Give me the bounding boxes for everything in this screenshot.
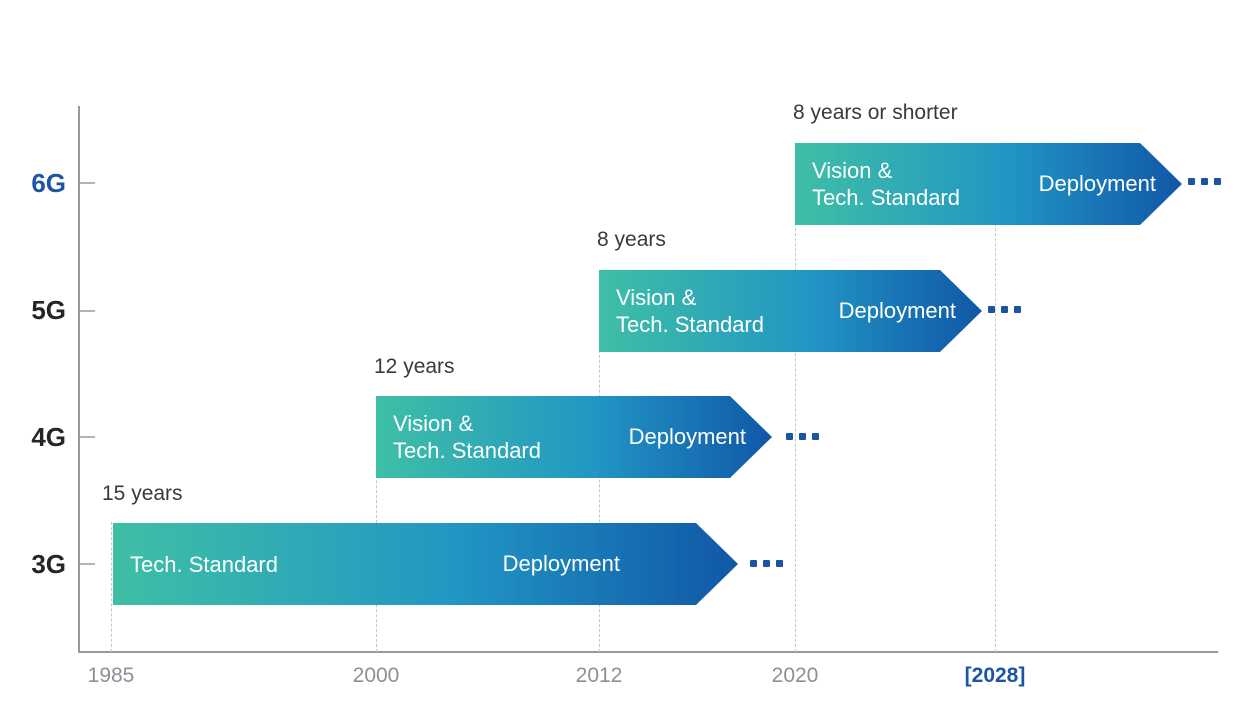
- row-label-5g: 5G: [31, 295, 66, 325]
- y-tick-6g: [80, 182, 95, 184]
- segment-label-deployment-4g: Deployment: [628, 424, 746, 449]
- dot-icon: [750, 560, 757, 567]
- segment-label-deployment-6g: Deployment: [1038, 171, 1156, 196]
- row-label-4g: 4G: [31, 422, 66, 452]
- segment-label-vision-6g: Vision & Tech. Standard: [812, 158, 960, 210]
- dot-icon: [812, 433, 819, 440]
- gridline-1985: [111, 522, 112, 652]
- x-tick-label-1985: 1985: [87, 664, 135, 687]
- segment-label-deployment-5g: Deployment: [838, 298, 956, 323]
- dot-icon: [776, 560, 783, 567]
- gridline-2028: [995, 143, 996, 652]
- segment-label-deployment-3g: Deployment: [502, 551, 620, 576]
- arrow-6g: Vision & Tech. Standard Deployment: [795, 143, 1182, 225]
- x-tick-label-2028: [2028]: [964, 664, 1026, 687]
- duration-label-3g: 15 years: [102, 482, 183, 505]
- dot-icon: [786, 433, 793, 440]
- x-tick-label-2000: 2000: [352, 664, 400, 687]
- continuation-dots-6g: [1188, 178, 1221, 185]
- x-tick-label-2012: 2012: [575, 664, 623, 687]
- dot-icon: [799, 433, 806, 440]
- row-label-6g: 6G: [31, 168, 66, 198]
- segment-label-standard-3g: Tech. Standard: [130, 551, 278, 577]
- duration-label-5g: 8 years: [597, 228, 666, 251]
- continuation-dots-3g: [750, 560, 783, 567]
- arrow-3g: Tech. Standard Deployment: [113, 523, 738, 605]
- x-tick-label-2020: 2020: [771, 664, 819, 687]
- gridline-2020: [795, 143, 796, 652]
- x-axis-line: [78, 651, 1218, 653]
- continuation-dots-4g: [786, 433, 819, 440]
- arrow-5g: Vision & Tech. Standard Deployment: [599, 270, 982, 352]
- duration-label-4g: 12 years: [374, 355, 455, 378]
- segment-label-vision-5g: Vision & Tech. Standard: [616, 285, 764, 337]
- y-tick-5g: [80, 310, 95, 312]
- dot-icon: [1214, 178, 1221, 185]
- dot-icon: [1188, 178, 1195, 185]
- y-tick-3g: [80, 563, 95, 565]
- dot-icon: [988, 306, 995, 313]
- y-tick-4g: [80, 436, 95, 438]
- segment-label-vision-4g: Vision & Tech. Standard: [393, 411, 541, 463]
- dot-icon: [1201, 178, 1208, 185]
- dot-icon: [1014, 306, 1021, 313]
- dot-icon: [1001, 306, 1008, 313]
- row-label-3g: 3G: [31, 549, 66, 579]
- dot-icon: [763, 560, 770, 567]
- arrow-4g: Vision & Tech. Standard Deployment: [376, 396, 772, 478]
- y-axis-line: [78, 106, 80, 652]
- continuation-dots-5g: [988, 306, 1021, 313]
- duration-label-6g: 8 years or shorter: [793, 101, 958, 124]
